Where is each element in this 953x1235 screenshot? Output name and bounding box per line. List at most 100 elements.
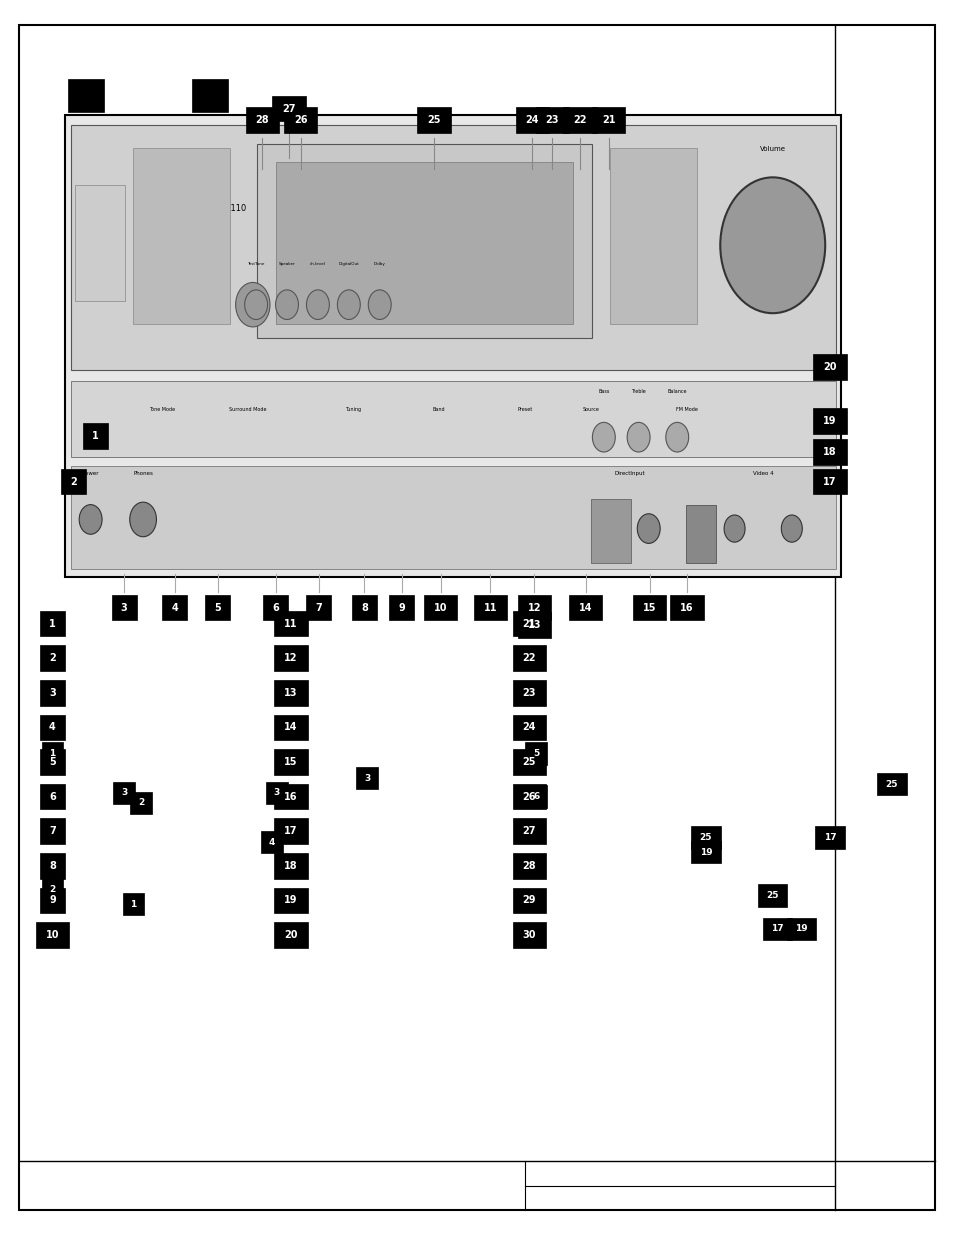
- Text: AVR 110: AVR 110: [212, 204, 246, 214]
- Text: 2: 2: [70, 477, 77, 487]
- FancyBboxPatch shape: [274, 646, 307, 671]
- FancyBboxPatch shape: [274, 715, 307, 740]
- FancyBboxPatch shape: [274, 784, 307, 809]
- Text: 26: 26: [522, 792, 536, 802]
- Circle shape: [592, 422, 615, 452]
- Text: Video 4: Video 4: [752, 472, 773, 477]
- Text: 8: 8: [360, 603, 368, 613]
- FancyBboxPatch shape: [762, 918, 791, 940]
- Text: Preset: Preset: [517, 408, 532, 412]
- FancyBboxPatch shape: [42, 878, 63, 900]
- Text: Source: Source: [582, 408, 599, 412]
- Text: Balance: Balance: [667, 389, 686, 394]
- Text: 9: 9: [397, 603, 405, 613]
- FancyBboxPatch shape: [40, 819, 65, 844]
- FancyBboxPatch shape: [71, 125, 835, 370]
- Text: 18: 18: [822, 447, 836, 457]
- Circle shape: [275, 290, 298, 320]
- FancyBboxPatch shape: [815, 826, 843, 848]
- FancyBboxPatch shape: [132, 148, 230, 325]
- Text: 17: 17: [284, 826, 297, 836]
- FancyBboxPatch shape: [513, 680, 546, 705]
- Text: 10: 10: [434, 603, 447, 613]
- Text: harman/kardon: harman/kardon: [133, 167, 229, 177]
- Text: 25: 25: [884, 779, 898, 789]
- Circle shape: [306, 290, 329, 320]
- Text: 25: 25: [699, 832, 712, 842]
- FancyBboxPatch shape: [812, 469, 846, 494]
- Circle shape: [626, 422, 649, 452]
- FancyBboxPatch shape: [812, 354, 846, 379]
- Text: 6: 6: [49, 792, 56, 802]
- FancyBboxPatch shape: [274, 611, 307, 636]
- Text: 3: 3: [274, 788, 279, 798]
- Circle shape: [79, 505, 102, 535]
- FancyBboxPatch shape: [256, 143, 592, 338]
- Text: 5: 5: [49, 757, 56, 767]
- Text: 21: 21: [601, 115, 615, 125]
- Text: 9: 9: [49, 895, 56, 905]
- Text: 15: 15: [642, 603, 656, 613]
- FancyBboxPatch shape: [568, 595, 602, 620]
- FancyBboxPatch shape: [123, 893, 144, 915]
- FancyBboxPatch shape: [416, 107, 451, 132]
- FancyBboxPatch shape: [40, 680, 65, 705]
- Circle shape: [244, 290, 267, 320]
- Text: 22: 22: [522, 653, 536, 663]
- Text: 26: 26: [294, 115, 307, 125]
- FancyBboxPatch shape: [591, 107, 625, 132]
- Text: 21: 21: [522, 619, 536, 629]
- Text: TestTone: TestTone: [247, 262, 265, 266]
- Text: 16: 16: [284, 792, 297, 802]
- FancyBboxPatch shape: [423, 595, 457, 620]
- Text: Dolby: Dolby: [374, 262, 385, 266]
- Text: 14: 14: [284, 722, 297, 732]
- FancyBboxPatch shape: [513, 646, 546, 671]
- FancyBboxPatch shape: [389, 595, 414, 620]
- Text: 29: 29: [522, 895, 536, 905]
- Text: Speaker: Speaker: [278, 262, 295, 266]
- FancyBboxPatch shape: [71, 382, 835, 457]
- Text: 24: 24: [522, 722, 536, 732]
- Text: 18: 18: [284, 861, 297, 871]
- Text: ch.level: ch.level: [310, 262, 326, 266]
- Text: 10: 10: [46, 930, 59, 940]
- Text: 5: 5: [213, 603, 221, 613]
- Text: 20: 20: [284, 930, 297, 940]
- Text: 2: 2: [50, 884, 55, 894]
- Text: 16: 16: [679, 603, 693, 613]
- Text: 11: 11: [483, 603, 497, 613]
- FancyBboxPatch shape: [758, 884, 786, 906]
- FancyBboxPatch shape: [68, 79, 104, 112]
- Text: 25: 25: [427, 115, 440, 125]
- Text: Surround Mode: Surround Mode: [229, 408, 267, 412]
- Text: 14: 14: [578, 603, 592, 613]
- Text: 7: 7: [314, 603, 322, 613]
- Text: 23: 23: [522, 688, 536, 698]
- FancyBboxPatch shape: [40, 888, 65, 913]
- FancyBboxPatch shape: [83, 424, 108, 448]
- Circle shape: [720, 178, 824, 314]
- FancyBboxPatch shape: [517, 613, 551, 637]
- FancyBboxPatch shape: [275, 162, 573, 325]
- FancyBboxPatch shape: [812, 409, 846, 433]
- Text: 22: 22: [573, 115, 586, 125]
- FancyBboxPatch shape: [40, 784, 65, 809]
- Text: 1: 1: [50, 748, 55, 758]
- FancyBboxPatch shape: [192, 79, 228, 112]
- Text: Tuning: Tuning: [345, 408, 360, 412]
- Text: 5: 5: [533, 748, 538, 758]
- FancyBboxPatch shape: [786, 918, 815, 940]
- Text: 3: 3: [120, 603, 128, 613]
- Text: 19: 19: [794, 924, 807, 934]
- FancyBboxPatch shape: [71, 467, 835, 569]
- Text: 27: 27: [282, 104, 295, 114]
- FancyBboxPatch shape: [513, 750, 546, 774]
- FancyBboxPatch shape: [246, 107, 278, 132]
- Text: 4: 4: [171, 603, 178, 613]
- Text: 8: 8: [49, 861, 56, 871]
- Circle shape: [723, 515, 744, 542]
- FancyBboxPatch shape: [266, 782, 287, 804]
- Text: 13: 13: [527, 620, 540, 630]
- FancyBboxPatch shape: [473, 595, 507, 620]
